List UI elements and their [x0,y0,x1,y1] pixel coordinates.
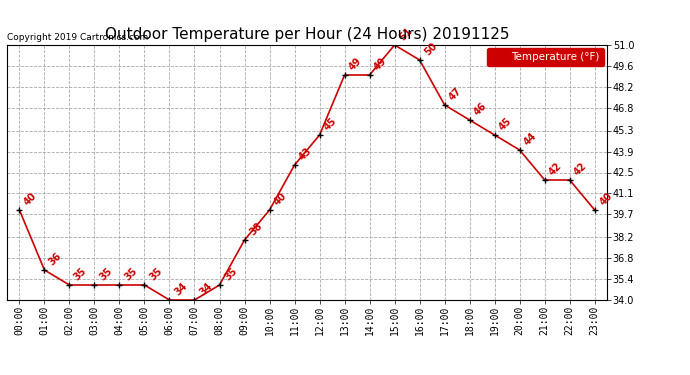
Text: 49: 49 [373,56,389,72]
Text: 51: 51 [397,26,414,42]
Text: 35: 35 [97,266,114,282]
Text: 35: 35 [72,266,89,282]
Legend: Temperature (°F): Temperature (°F) [486,48,604,66]
Text: 45: 45 [322,116,339,132]
Text: 43: 43 [297,146,314,162]
Text: 44: 44 [522,130,539,147]
Text: 47: 47 [447,86,464,102]
Text: 46: 46 [473,100,489,117]
Text: 36: 36 [47,251,63,267]
Title: Outdoor Temperature per Hour (24 Hours) 20191125: Outdoor Temperature per Hour (24 Hours) … [105,27,509,42]
Text: 49: 49 [347,56,364,72]
Text: 42: 42 [573,160,589,177]
Text: 35: 35 [147,266,164,282]
Text: 40: 40 [22,190,39,207]
Text: 45: 45 [497,116,514,132]
Text: 34: 34 [172,280,189,297]
Text: 42: 42 [547,160,564,177]
Text: 40: 40 [273,190,289,207]
Text: 40: 40 [598,190,614,207]
Text: Copyright 2019 Cartronics.com: Copyright 2019 Cartronics.com [7,33,148,42]
Text: 35: 35 [222,266,239,282]
Text: 50: 50 [422,40,439,57]
Text: 34: 34 [197,280,214,297]
Text: 38: 38 [247,220,264,237]
Text: 35: 35 [122,266,139,282]
